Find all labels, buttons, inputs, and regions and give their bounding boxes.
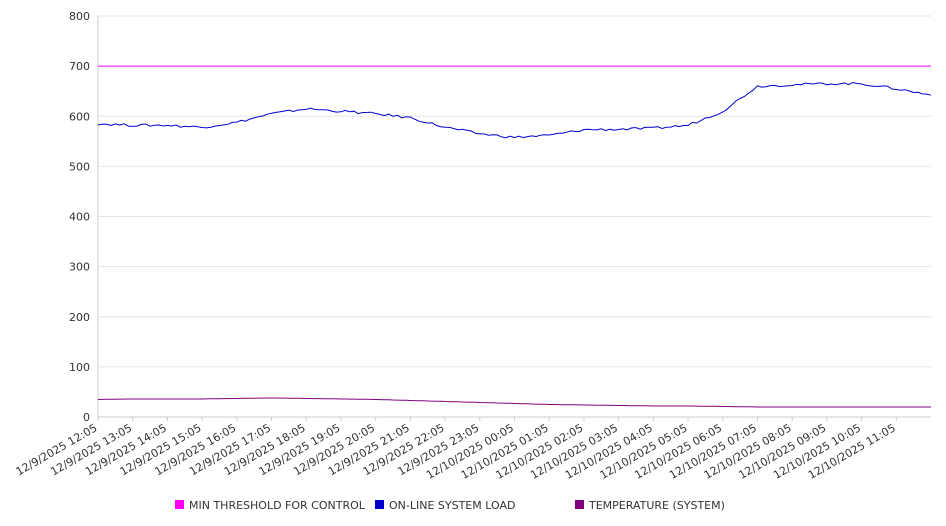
legend-swatch-system-load (375, 500, 384, 509)
grid-lines (98, 15, 931, 368)
y-tick-labels: 0 100 200 300 400 500 600 700 800 (69, 10, 90, 424)
y-tick-label: 300 (69, 261, 90, 274)
legend-swatch-temperature (575, 500, 584, 509)
legend-item-system-load[interactable]: ON-LINE SYSTEM LOAD (375, 499, 515, 512)
series-line (97, 397, 931, 408)
y-tick-label: 0 (83, 411, 90, 424)
legend-item-min-threshold[interactable]: MIN THRESHOLD FOR CONTROL (175, 499, 366, 512)
y-tick-label: 200 (69, 311, 90, 324)
legend-item-temperature[interactable]: TEMPERATURE (SYSTEM) (575, 499, 725, 512)
y-tick-label: 100 (69, 361, 90, 374)
series-lines (97, 65, 932, 408)
legend-label-temperature: TEMPERATURE (SYSTEM) (588, 499, 725, 512)
y-tick-label: 600 (69, 110, 90, 123)
legend-swatch-min-threshold (175, 500, 184, 509)
y-tick-label: 500 (69, 160, 90, 173)
y-tick-label: 700 (69, 60, 90, 73)
legend: MIN THRESHOLD FOR CONTROL ON-LINE SYSTEM… (175, 499, 725, 512)
legend-label-min-threshold: MIN THRESHOLD FOR CONTROL (189, 499, 366, 512)
legend-label-system-load: ON-LINE SYSTEM LOAD (389, 499, 515, 512)
series-line (97, 81, 932, 139)
y-tick-label: 400 (69, 211, 90, 224)
y-tick-label: 800 (69, 10, 90, 23)
